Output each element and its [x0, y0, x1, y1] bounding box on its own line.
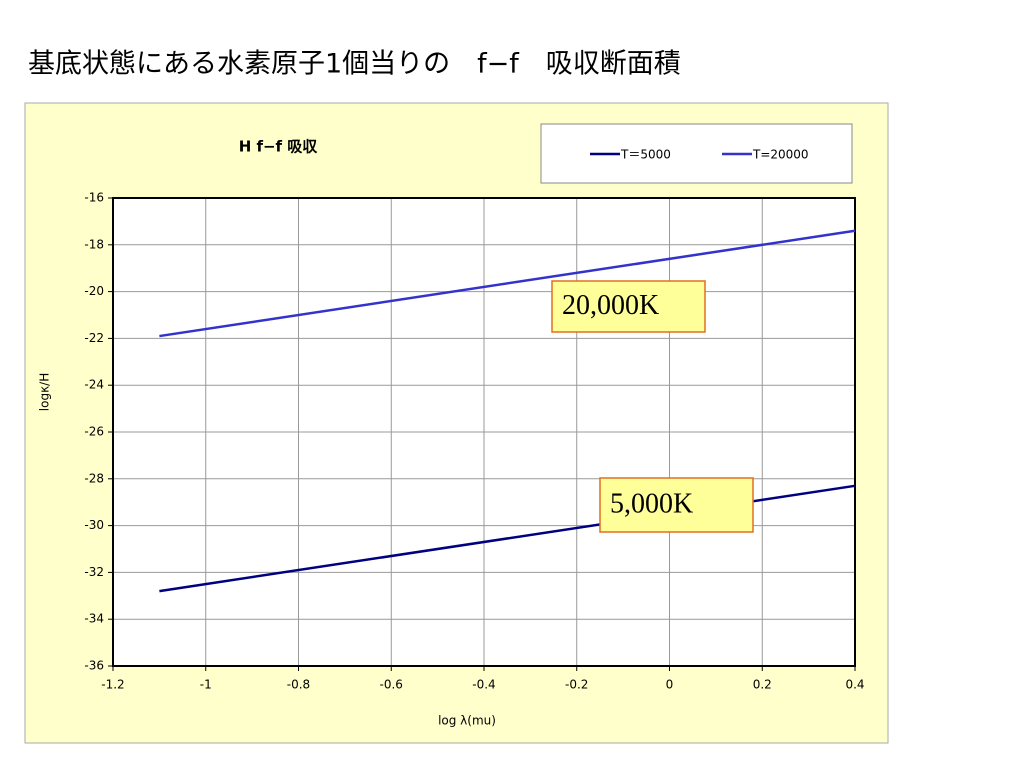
x-axis-label: log λ(mu) [438, 714, 496, 728]
annotation: 20,000K [562, 290, 659, 321]
y-tick-label: -36 [84, 659, 104, 673]
x-tick-label: -1 [200, 678, 212, 692]
y-tick-label: -16 [84, 191, 104, 205]
y-tick-label: -30 [84, 518, 104, 532]
x-tick-label: -0.6 [380, 678, 403, 692]
x-tick-label: 0 [666, 678, 674, 692]
slide-title: 基底状態にある水素原子1個当りの f−f 吸収断面積 [28, 49, 681, 80]
x-tick-label: 0.4 [845, 678, 864, 692]
y-tick-label: -20 [84, 284, 104, 298]
chart-title: H f−f 吸収 [239, 138, 319, 156]
x-tick-label: 0.2 [753, 678, 772, 692]
y-tick-label: -26 [84, 425, 104, 439]
legend-label: T＝5000 [620, 148, 671, 162]
series-line [159, 229, 856, 338]
y-tick-label: -34 [84, 612, 104, 626]
x-tick-label: -0.8 [287, 678, 310, 692]
y-tick-label: -24 [84, 378, 104, 392]
x-tick-label: -1.2 [101, 678, 124, 692]
annotation-box [551, 280, 706, 333]
legend-label: T=20000 [752, 148, 809, 162]
y-tick-label: -22 [84, 331, 104, 345]
x-tick-label: -0.4 [472, 678, 495, 692]
y-tick-label: -18 [84, 237, 104, 251]
annotation: 5,000K [610, 488, 693, 519]
x-tick-label: -0.2 [565, 678, 588, 692]
annotation-box [599, 477, 754, 533]
plot-border [112, 197, 856, 667]
y-tick-label: -28 [84, 471, 104, 485]
y-tick-label: -32 [84, 565, 104, 579]
y-axis-label: logκ/H [38, 373, 52, 411]
